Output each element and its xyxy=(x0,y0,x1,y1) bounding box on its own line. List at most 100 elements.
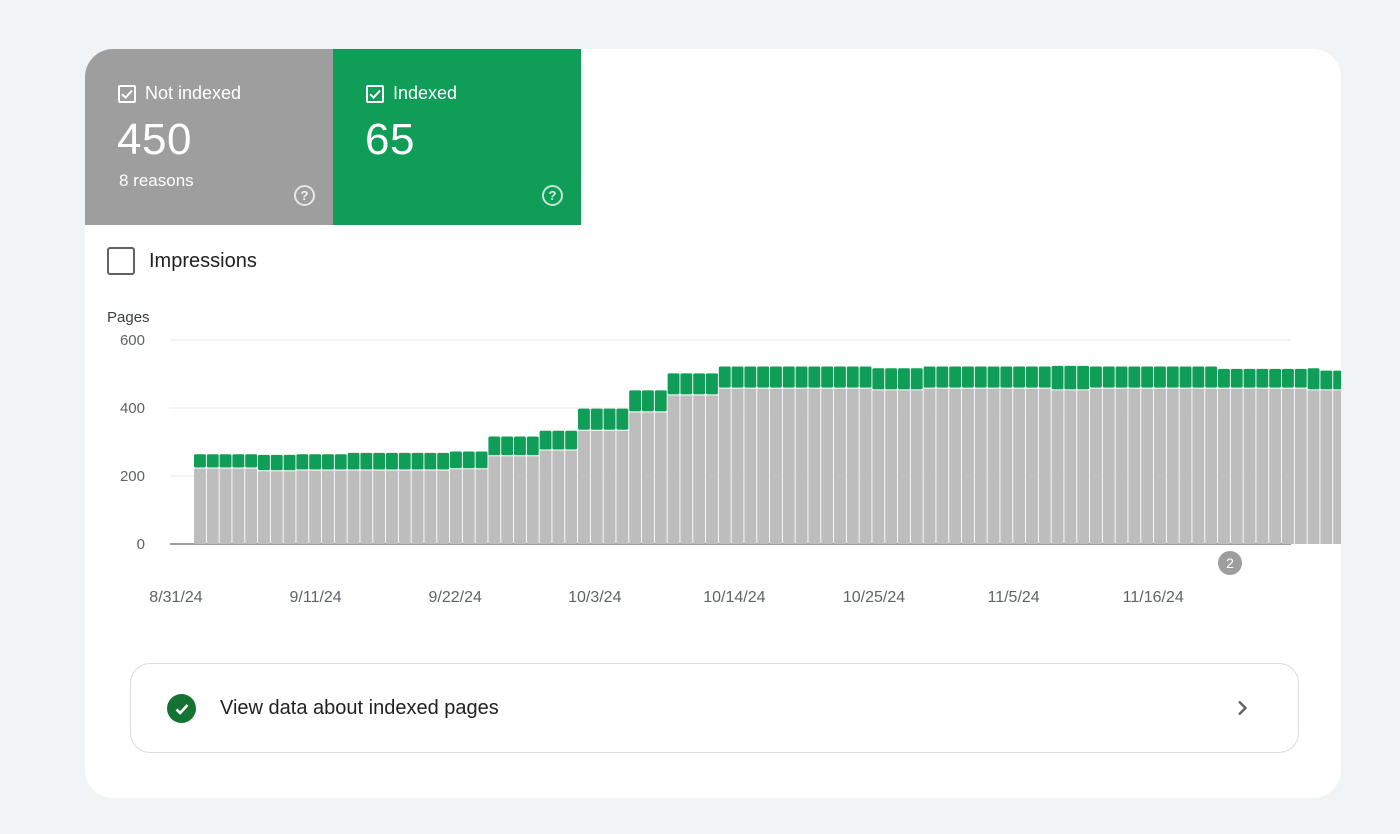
bar-8[interactable] xyxy=(296,454,309,544)
bar-37[interactable] xyxy=(667,373,680,544)
bar-11[interactable] xyxy=(334,454,347,544)
bar-85[interactable] xyxy=(1282,368,1294,544)
bar-65[interactable] xyxy=(1026,366,1038,544)
impressions-toggle[interactable]: Impressions xyxy=(107,247,257,275)
bar-60[interactable] xyxy=(962,366,974,544)
bar-39[interactable] xyxy=(693,373,706,544)
bar-33[interactable] xyxy=(616,408,629,544)
bar-80[interactable] xyxy=(1218,368,1230,544)
bar-72[interactable] xyxy=(1115,366,1128,544)
bar-19[interactable] xyxy=(437,452,450,544)
help-icon[interactable]: ? xyxy=(542,185,563,206)
bar-6[interactable] xyxy=(270,454,283,544)
bar-43[interactable] xyxy=(744,366,757,544)
indexed-tile[interactable]: Indexed 65 ? xyxy=(333,49,581,225)
bar-45[interactable] xyxy=(770,366,782,544)
bar-55[interactable] xyxy=(898,368,910,544)
bar-71[interactable] xyxy=(1102,366,1115,544)
bar-66[interactable] xyxy=(1038,366,1051,544)
bar-70[interactable] xyxy=(1090,366,1102,544)
bar-7[interactable] xyxy=(283,454,296,544)
bar-49[interactable] xyxy=(821,366,834,544)
bar-88[interactable] xyxy=(1320,370,1333,544)
bar-24[interactable] xyxy=(501,436,514,544)
not-indexed-header[interactable]: Not indexed xyxy=(118,83,241,104)
bar-76[interactable] xyxy=(1166,366,1179,544)
bar-16[interactable] xyxy=(398,452,411,544)
help-icon[interactable]: ? xyxy=(294,185,315,206)
bar-41[interactable] xyxy=(718,366,731,544)
annotation-badge[interactable]: 2 xyxy=(1218,551,1242,575)
bar-75[interactable] xyxy=(1154,366,1166,544)
bar-29[interactable] xyxy=(565,430,578,544)
bar-1[interactable] xyxy=(206,454,219,544)
bar-14[interactable] xyxy=(373,452,386,544)
checkbox-unchecked-icon[interactable] xyxy=(107,247,135,275)
bar-32[interactable] xyxy=(603,408,616,544)
bar-0[interactable] xyxy=(194,454,206,544)
bar-68[interactable] xyxy=(1064,365,1077,544)
bar-54[interactable] xyxy=(885,368,898,544)
bar-22[interactable] xyxy=(475,451,488,544)
bar-64[interactable] xyxy=(1013,366,1026,544)
bar-10[interactable] xyxy=(322,454,334,544)
bar-20[interactable] xyxy=(450,451,462,544)
bar-12[interactable] xyxy=(347,452,360,544)
bar-46[interactable] xyxy=(782,366,795,544)
bar-26[interactable] xyxy=(526,436,539,544)
bar-67[interactable] xyxy=(1051,365,1064,544)
indexed-header[interactable]: Indexed xyxy=(366,83,457,104)
bar-13[interactable] xyxy=(360,452,373,544)
bar-87[interactable] xyxy=(1307,368,1320,544)
bar-58[interactable] xyxy=(936,366,949,544)
bar-82[interactable] xyxy=(1243,368,1256,544)
bar-3[interactable] xyxy=(232,454,245,544)
bar-27[interactable] xyxy=(539,430,552,544)
bar-73[interactable] xyxy=(1128,366,1141,544)
bar-40[interactable] xyxy=(706,373,718,544)
bar-23[interactable] xyxy=(488,436,501,544)
bar-89[interactable] xyxy=(1333,370,1341,544)
bar-38[interactable] xyxy=(680,373,693,544)
bar-17[interactable] xyxy=(411,452,424,544)
bar-48[interactable] xyxy=(808,366,821,544)
bar-9[interactable] xyxy=(309,454,322,544)
bar-52[interactable] xyxy=(859,366,872,544)
bar-47[interactable] xyxy=(795,366,808,544)
bar-74[interactable] xyxy=(1141,366,1154,544)
bar-53[interactable] xyxy=(872,368,885,544)
bar-36[interactable] xyxy=(654,390,667,544)
view-indexed-pages-link[interactable]: View data about indexed pages xyxy=(130,663,1299,753)
bar-18[interactable] xyxy=(424,452,437,544)
bar-57[interactable] xyxy=(923,366,936,544)
bar-81[interactable] xyxy=(1230,368,1243,544)
checkbox-checked-icon[interactable] xyxy=(366,84,384,103)
bar-25[interactable] xyxy=(514,436,526,544)
bar-2[interactable] xyxy=(219,454,232,544)
bar-77[interactable] xyxy=(1179,366,1192,544)
bar-63[interactable] xyxy=(1000,366,1013,544)
bar-21[interactable] xyxy=(462,451,475,544)
bar-84[interactable] xyxy=(1269,368,1282,544)
bar-69[interactable] xyxy=(1077,365,1090,544)
bar-34[interactable] xyxy=(629,390,642,544)
bar-35[interactable] xyxy=(642,390,654,544)
bar-59[interactable] xyxy=(949,366,962,544)
bar-31[interactable] xyxy=(590,408,603,544)
bar-44[interactable] xyxy=(757,366,770,544)
not-indexed-tile[interactable]: Not indexed 450 8 reasons ? xyxy=(85,49,333,225)
bar-78[interactable] xyxy=(1192,366,1205,544)
bar-83[interactable] xyxy=(1256,368,1269,544)
bar-28[interactable] xyxy=(552,430,565,544)
bar-51[interactable] xyxy=(846,366,859,544)
bar-86[interactable] xyxy=(1294,368,1307,544)
bar-30[interactable] xyxy=(578,408,590,544)
bar-5[interactable] xyxy=(258,454,270,544)
bar-4[interactable] xyxy=(245,454,258,544)
bar-61[interactable] xyxy=(974,366,987,544)
bar-62[interactable] xyxy=(987,366,1000,544)
bar-56[interactable] xyxy=(910,368,923,544)
bar-79[interactable] xyxy=(1205,366,1218,544)
bar-15[interactable] xyxy=(386,452,398,544)
checkbox-checked-icon[interactable] xyxy=(118,84,136,103)
